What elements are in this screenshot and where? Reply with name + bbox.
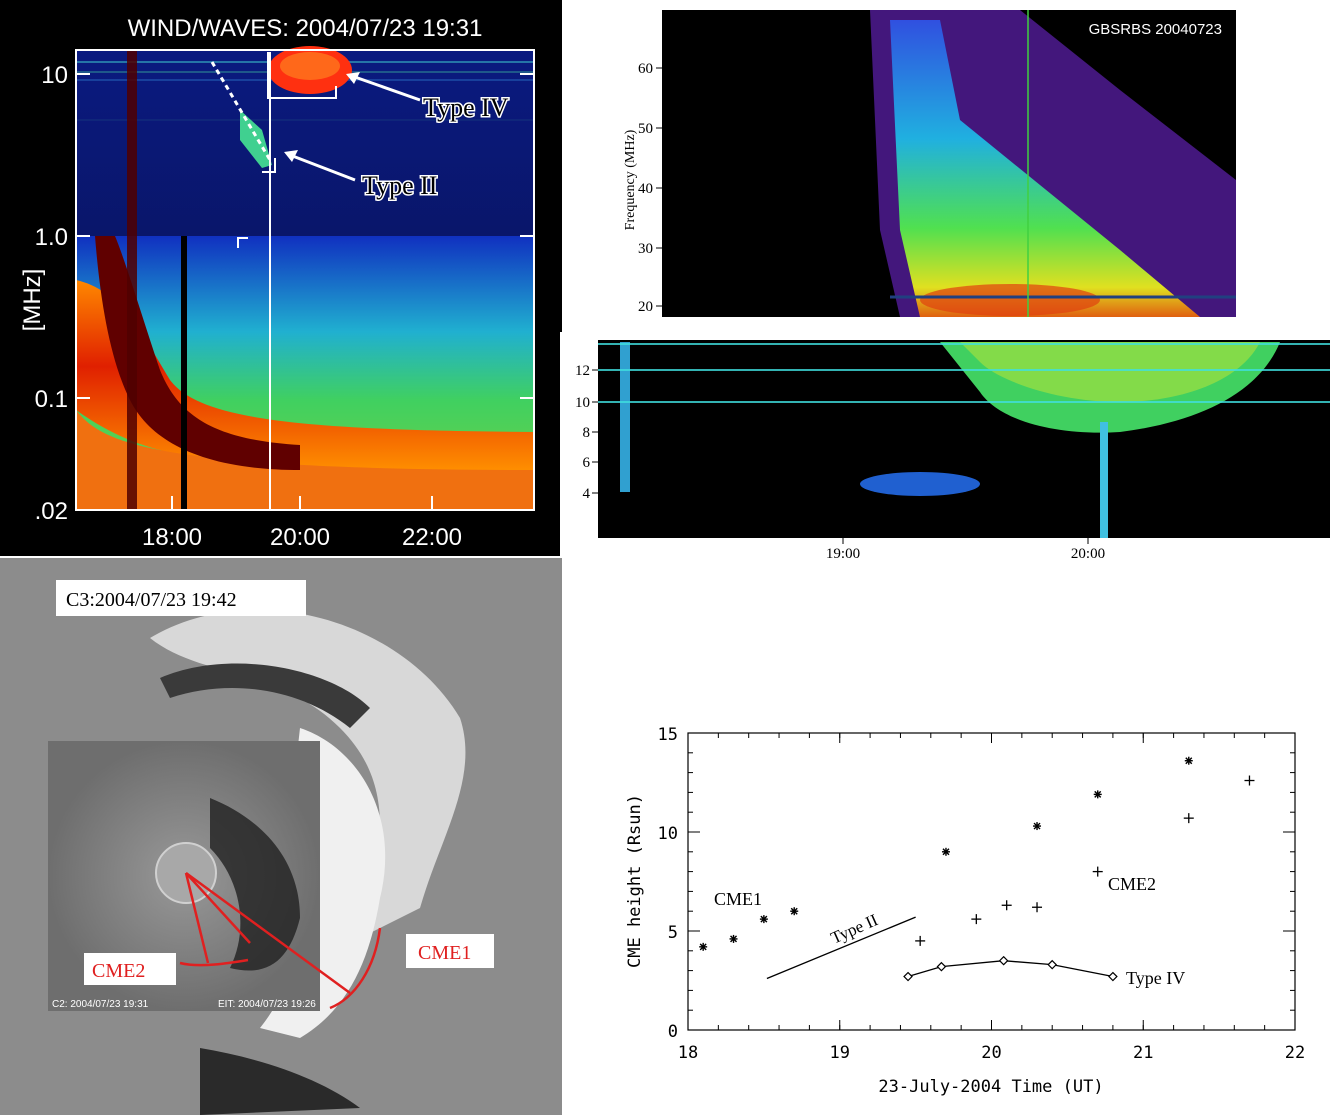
cme-lines: [179, 871, 382, 1010]
cme1-point: [699, 942, 708, 951]
cme1-label-box: [406, 934, 494, 968]
wind-waves-spectrogram: WIND/WAVES: 2004/07/23 19:31: [19, 15, 535, 551]
ls-x-2000: 20:00: [1071, 546, 1105, 562]
c2-label: C2: 2004/07/23 19:31: [52, 999, 149, 1010]
ls-y-12: 12: [575, 363, 590, 379]
cme1-point: [1093, 790, 1102, 799]
type-iv-point: [1047, 959, 1058, 970]
label-type4: Type IV: [1126, 968, 1185, 988]
type-iv-point: [903, 971, 913, 982]
y-tick-10: 10: [41, 62, 68, 89]
x-tick-label: 22: [1285, 1043, 1305, 1063]
cme1-halo-bright: [150, 609, 466, 938]
gb-y-20: 20: [638, 299, 653, 315]
vertical-burst: [127, 50, 137, 510]
lower-spectrum-panel: 12 10 8 6 4 19:00 20:00: [560, 332, 1339, 567]
cme1-point: [1033, 822, 1042, 831]
gbsrbs-label: GBSRBS 20040723: [1089, 21, 1222, 38]
lower-spectrogram: 12 10 8 6 4 19:00 20:00: [575, 340, 1330, 562]
low-freq-band: [76, 410, 534, 510]
lasco-image: C3:2004/07/23 19:42 C2: 2004/07/23 19:31…: [0, 558, 562, 1115]
type-ii-label: Type II: [362, 171, 437, 200]
cme2-point: [1001, 900, 1012, 911]
cme2-point: [1032, 902, 1043, 913]
y-tick-1: 1.0: [35, 224, 68, 251]
cme2-point: [915, 935, 926, 946]
y-tick-label: 10: [658, 824, 678, 844]
c3-label-box: [56, 580, 306, 616]
cme1-point: [759, 915, 768, 924]
cme2-point: [1092, 866, 1103, 877]
gb-y-50: 50: [638, 121, 653, 137]
y-tick-label: 15: [658, 725, 678, 745]
gbsrbs-panel: GBSRBS 20040723 60 50 40 30 20 Frequency…: [600, 0, 1339, 330]
wind-waves-ylabel: [MHz]: [19, 269, 46, 332]
plot-frame: [75, 49, 535, 511]
height-time-panel: 18 19 20 21 22 0 5 10 15 23-July-2004 Time (UT) …: [600, 700, 1320, 1115]
label-cme1: CME1: [714, 889, 762, 909]
cme1-point: [729, 934, 738, 943]
cme2-point: [1183, 813, 1194, 824]
type-iii-burst: [95, 236, 300, 470]
cme2-label: CME2: [92, 960, 145, 982]
gb-y-30: 30: [638, 241, 653, 257]
eit-label: EIT: 2004/07/23 19:26: [218, 999, 316, 1010]
type-iv-point: [998, 955, 1009, 966]
ls-y-10: 10: [575, 395, 590, 411]
chart-ylabel: CME height (Rsun): [625, 794, 645, 968]
lasco-panel: C3:2004/07/23 19:42 C2: 2004/07/23 19:31…: [0, 558, 562, 1115]
cme1-label: CME1: [418, 942, 471, 964]
type-iv-point: [1108, 971, 1118, 982]
y-tick-0-1: 0.1: [35, 386, 68, 413]
gbsrbs-ylabel: Frequency (MHz): [623, 129, 638, 230]
cme2-point: [971, 914, 982, 925]
c3-label: C3:2004/07/23 19:42: [66, 589, 237, 611]
x-tick-1800: 18:00: [142, 524, 202, 551]
ls-x-1900: 19:00: [826, 546, 860, 562]
type-iv-arrow: [351, 74, 421, 102]
data-gap: [181, 236, 187, 510]
ls-y-8: 8: [583, 425, 591, 441]
wind-waves-title: WIND/WAVES: 2004/07/23 19:31: [128, 15, 483, 42]
ls-y-6: 6: [583, 455, 591, 471]
label-cme2: CME2: [1108, 874, 1156, 894]
x-tick-label: 21: [1133, 1043, 1153, 1063]
type-ii-dashed-line: [210, 61, 272, 161]
cme1-point: [941, 847, 950, 856]
x-tick-2000: 20:00: [270, 524, 330, 551]
y-tick-0-02: .02: [35, 498, 68, 525]
chart-frame: [687, 732, 1296, 1031]
x-tick-label: 19: [830, 1043, 850, 1063]
x-tick-label: 18: [678, 1043, 698, 1063]
type-ii-arrow: [289, 153, 356, 182]
ls-y-4: 4: [583, 486, 591, 502]
chart-xlabel: 23-July-2004 Time (UT): [878, 1077, 1103, 1097]
type-iv-label: Type IV: [423, 93, 509, 122]
y-tick-label: 5: [668, 923, 678, 943]
cme1-front: [260, 728, 386, 1038]
type-ii-line: [766, 916, 916, 980]
cme2-label-box: [84, 953, 176, 985]
wind-waves-panel: WIND/WAVES: 2004/07/23 19:31: [0, 0, 562, 556]
gbsrbs-spectrogram: GBSRBS 20040723 60 50 40 30 20 Frequency…: [623, 10, 1236, 317]
x-tick-2200: 22:00: [402, 524, 462, 551]
cme1-point: [1184, 756, 1193, 765]
type-iv-emission: [890, 20, 1200, 317]
cme2-point: [1244, 775, 1255, 786]
type-iv-point: [936, 961, 947, 972]
x-tick-label: 20: [981, 1043, 1001, 1063]
gb-y-40: 40: [638, 181, 653, 197]
gb-y-60: 60: [638, 61, 653, 77]
cme1-point: [790, 907, 799, 916]
y-tick-label: 0: [668, 1022, 678, 1042]
